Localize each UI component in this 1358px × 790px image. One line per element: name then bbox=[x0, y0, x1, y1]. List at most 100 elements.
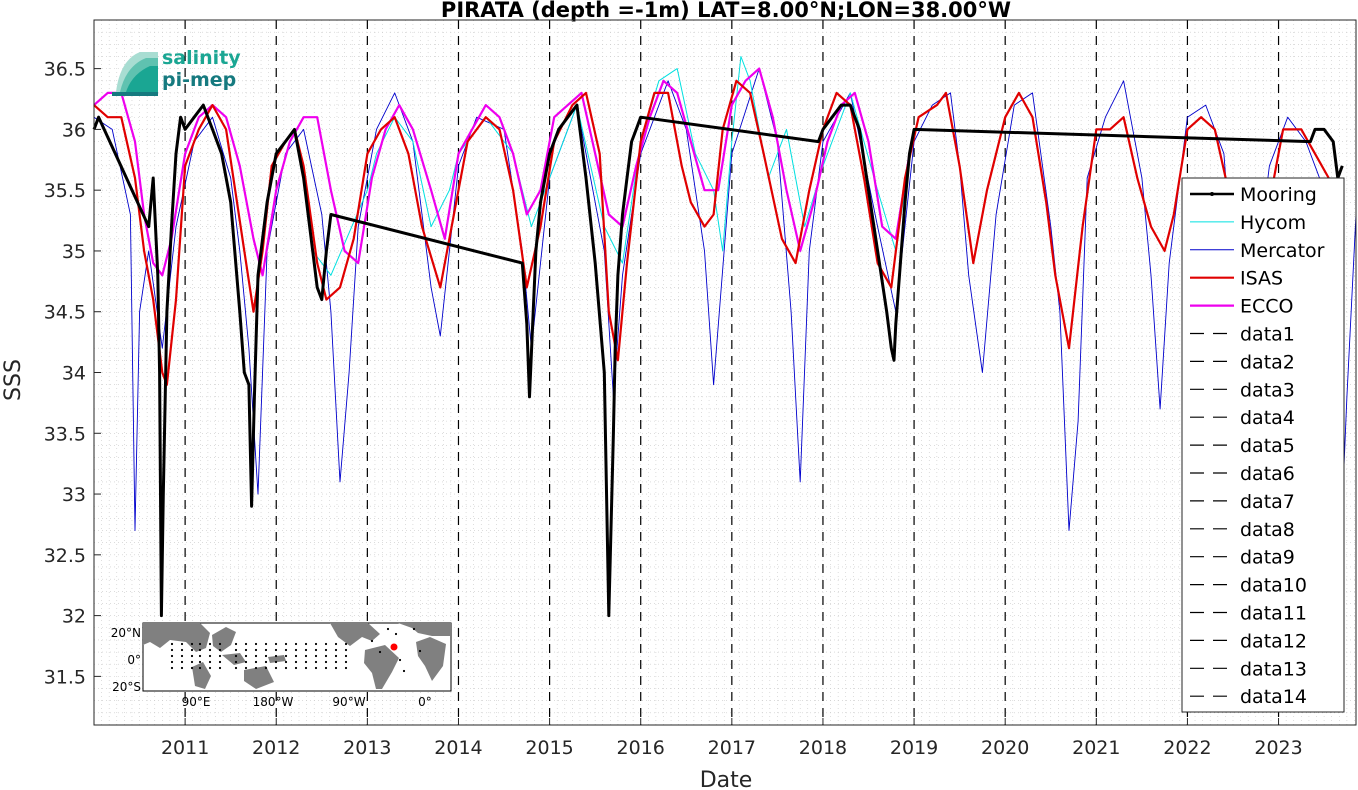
legend-label: data13 bbox=[1240, 658, 1307, 680]
mooring-dot bbox=[208, 654, 212, 658]
mooring-dot bbox=[398, 658, 402, 662]
mooring-dot bbox=[264, 660, 268, 664]
legend: Mooring Hycom Mercator ISAS ECCO data1 data2 da… bbox=[1181, 177, 1345, 713]
mooring-dot bbox=[198, 648, 202, 652]
x-tick-label: 2022 bbox=[1163, 737, 1211, 759]
mooring-dot bbox=[344, 648, 348, 652]
mooring-dot bbox=[274, 654, 278, 658]
mooring-dot bbox=[284, 666, 288, 670]
inset-map-land bbox=[143, 623, 451, 689]
mooring-dot bbox=[294, 642, 298, 646]
mooring-dot bbox=[324, 660, 328, 664]
mooring-dot bbox=[208, 666, 212, 670]
chart-title: PIRATA (depth =-1m) LAT=8.00°N;LON=38.00… bbox=[441, 0, 1011, 22]
map-lon-label-2: 90°W bbox=[332, 695, 365, 709]
mooring-dot bbox=[284, 660, 288, 664]
legend-items: Mooring Hycom Mercator ISAS ECCO data1 data2 da… bbox=[1190, 184, 1325, 708]
mooring-dot bbox=[334, 666, 338, 670]
mooring-dot bbox=[344, 660, 348, 664]
map-lon-label-3: 0° bbox=[418, 695, 432, 709]
mooring-dot bbox=[244, 648, 248, 652]
mooring-dot bbox=[218, 666, 222, 670]
y-tick-label: 35 bbox=[62, 241, 86, 263]
x-tick-label: 2014 bbox=[434, 737, 482, 759]
mooring-dot bbox=[418, 649, 422, 653]
map-lat-label-1: 0° bbox=[127, 653, 141, 667]
mooring-dot bbox=[208, 648, 212, 652]
y-tick-label: 33 bbox=[62, 484, 86, 506]
inset-map: 20°N 0° 20°S 90°E 180°W 90°W 0° bbox=[111, 622, 452, 709]
salinity-pimep-logo: salinity pi-mep bbox=[112, 47, 241, 96]
mooring-dot bbox=[394, 632, 398, 636]
mooring-dot bbox=[294, 654, 298, 658]
mooring-dot bbox=[294, 648, 298, 652]
mooring-dot bbox=[180, 648, 184, 652]
mooring-dot bbox=[334, 660, 338, 664]
mooring-dot bbox=[180, 642, 184, 646]
selected-mooring-marker bbox=[390, 643, 398, 651]
mooring-dot bbox=[244, 642, 248, 646]
x-tick-label: 2019 bbox=[890, 737, 938, 759]
mooring-dot bbox=[244, 660, 248, 664]
mooring-dot bbox=[254, 642, 258, 646]
mooring-dot bbox=[218, 654, 222, 658]
mooring-dot bbox=[314, 648, 318, 652]
series-mooring-line bbox=[92, 103, 1344, 618]
mooring-dot bbox=[180, 666, 184, 670]
mooring-dot bbox=[190, 642, 194, 646]
grid-lines bbox=[93, 20, 1356, 726]
mooring-dot bbox=[334, 642, 338, 646]
mooring-dot bbox=[218, 648, 222, 652]
mooring-dot bbox=[198, 666, 202, 670]
mooring-dot bbox=[324, 642, 328, 646]
mooring-dot bbox=[274, 642, 278, 646]
mooring-dot bbox=[378, 650, 382, 654]
map-lat-label-2: 20°S bbox=[112, 680, 141, 694]
mooring-dots bbox=[170, 627, 422, 673]
mooring-dot bbox=[324, 654, 328, 658]
legend-label: data1 bbox=[1240, 324, 1295, 346]
mooring-dot bbox=[264, 648, 268, 652]
legend-label: Mooring bbox=[1240, 184, 1317, 206]
mooring-dot bbox=[314, 654, 318, 658]
mooring-dot bbox=[190, 648, 194, 652]
legend-label: Mercator bbox=[1240, 240, 1325, 262]
mooring-dot bbox=[274, 660, 278, 664]
legend-label: data3 bbox=[1240, 379, 1295, 401]
x-tick-label: 2020 bbox=[981, 737, 1029, 759]
mooring-dot bbox=[284, 654, 288, 658]
y-axis-ticks: 31.5 32 32.5 33 33.5 34 34.5 35 35.5 36 36.5 bbox=[44, 59, 101, 688]
y-tick-label: 33.5 bbox=[44, 423, 86, 445]
mooring-dot bbox=[314, 642, 318, 646]
mooring-dot bbox=[412, 627, 416, 631]
logo-line2: pi-mep bbox=[162, 69, 236, 91]
series-isas-line bbox=[93, 79, 1330, 386]
mooring-dot bbox=[294, 666, 298, 670]
legend-box bbox=[1181, 177, 1345, 713]
mooring-dot bbox=[274, 666, 278, 670]
mooring-dot bbox=[180, 654, 184, 658]
legend-label: data5 bbox=[1240, 435, 1295, 457]
mooring-dot bbox=[170, 666, 174, 670]
x-tick-label: 2012 bbox=[252, 737, 300, 759]
map-lat-label-0: 20°N bbox=[111, 626, 141, 640]
mooring-dot bbox=[218, 660, 222, 664]
mooring-dot bbox=[218, 642, 222, 646]
y-tick-label: 36 bbox=[62, 119, 86, 141]
x-axis-ticks: 2011 2012 2013 2014 2015 2016 2017 2018 2019 2020… bbox=[161, 718, 1303, 759]
y-tick-label: 32.5 bbox=[44, 545, 86, 567]
mooring-dot bbox=[234, 648, 238, 652]
y-axis-label: SSS bbox=[1, 359, 26, 401]
mooring-dot bbox=[170, 648, 174, 652]
legend-label: Hycom bbox=[1240, 212, 1306, 234]
logo-line1: salinity bbox=[162, 47, 241, 69]
mooring-dot bbox=[314, 660, 318, 664]
legend-label: data12 bbox=[1240, 630, 1307, 652]
mooring-dot bbox=[304, 648, 308, 652]
mooring-dot bbox=[370, 639, 374, 643]
series-layer bbox=[92, 56, 1357, 618]
mooring-dot bbox=[304, 666, 308, 670]
mooring-dot bbox=[244, 654, 248, 658]
mooring-dot bbox=[170, 654, 174, 658]
